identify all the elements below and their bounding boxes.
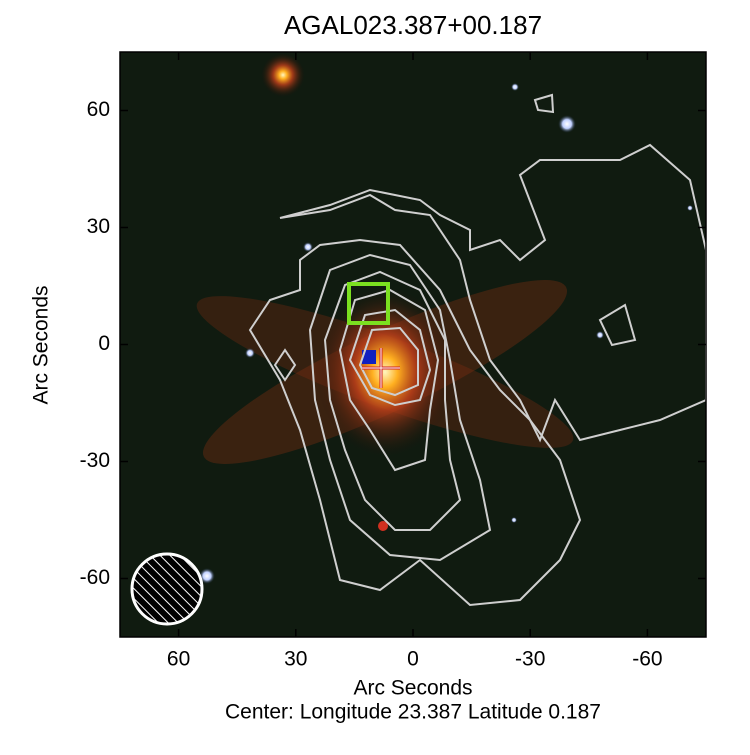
image (120, 52, 706, 637)
chart-title: AGAL023.387+00.187 (284, 10, 542, 40)
y-tick-label: 60 (87, 98, 110, 121)
y-axis-label: Arc Seconds (30, 285, 53, 404)
y-tick-label: -60 (80, 566, 110, 589)
x-tick-label: -60 (632, 648, 662, 671)
y-tick-label: 30 (87, 215, 110, 238)
caption: Center: Longitude 23.387 Latitude 0.187 (225, 701, 601, 724)
x-tick-label: 60 (167, 648, 190, 671)
x-axis-label: Arc Seconds (353, 677, 472, 700)
x-tick-label: 30 (284, 648, 307, 671)
x-tick-label: 0 (407, 648, 419, 671)
x-tick-label: -30 (515, 648, 545, 671)
y-tick-label: 0 (98, 332, 110, 355)
y-tick-label: -30 (80, 449, 110, 472)
